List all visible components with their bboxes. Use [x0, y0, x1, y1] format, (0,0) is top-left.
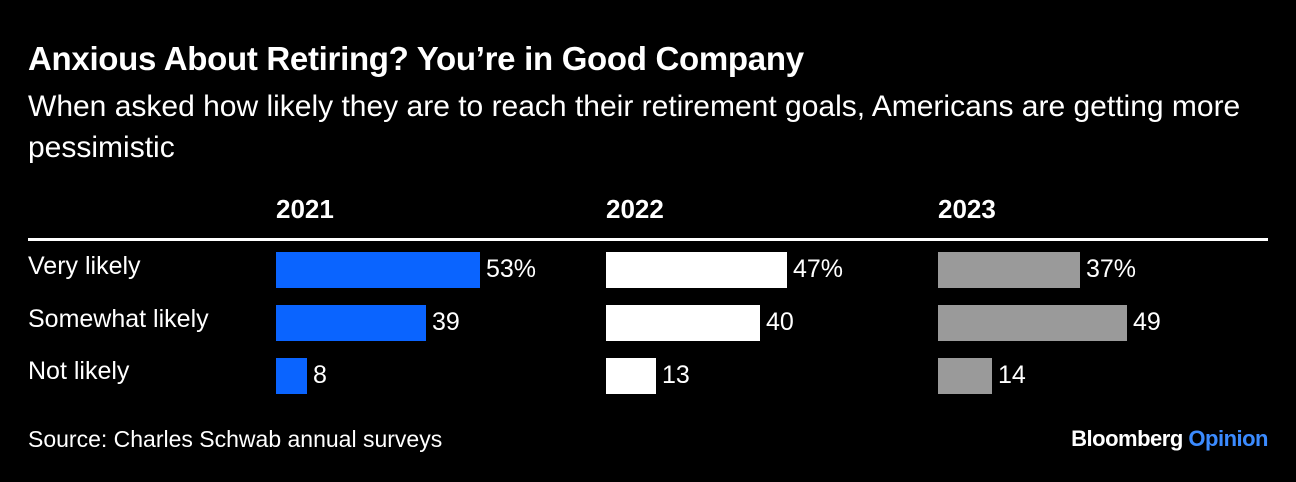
header-rule — [28, 238, 1268, 241]
year-header-2023: 2023 — [938, 194, 996, 224]
source-note: Source: Charles Schwab annual surveys — [28, 426, 443, 452]
value-label-2022-somewhat-likely: 40 — [766, 308, 794, 336]
bar-2021-somewhat-likely — [276, 305, 426, 341]
value-label-2022-not-likely: 13 — [662, 361, 690, 389]
bar-2022-not-likely — [606, 358, 656, 394]
value-label-2021-somewhat-likely: 39 — [432, 308, 460, 336]
brand-suffix: Opinion — [1188, 426, 1268, 451]
brand-logo: Bloomberg Opinion — [1071, 426, 1268, 452]
bar-2023-not-likely — [938, 358, 992, 394]
value-label-2021-not-likely: 8 — [313, 361, 327, 389]
year-header-2021: 2021 — [276, 194, 334, 224]
bar-2023-somewhat-likely — [938, 305, 1127, 341]
value-label-2023-very-likely: 37% — [1086, 255, 1137, 283]
bar-2022-somewhat-likely — [606, 305, 760, 341]
row-label-not-likely: Not likely — [28, 357, 130, 385]
value-label-2022-very-likely: 47% — [793, 255, 844, 283]
year-header-2022: 2022 — [606, 194, 664, 224]
row-label-very-likely: Very likely — [28, 252, 141, 280]
row-label-somewhat-likely: Somewhat likely — [28, 305, 209, 333]
bar-2023-very-likely — [938, 252, 1080, 288]
value-label-2023-not-likely: 14 — [998, 361, 1026, 389]
bar-2021-very-likely — [276, 252, 480, 288]
value-label-2023-somewhat-likely: 49 — [1133, 308, 1161, 336]
bar-2022-very-likely — [606, 252, 787, 288]
value-label-2021-very-likely: 53% — [486, 255, 537, 283]
chart-subtitle: When asked how likely they are to reach … — [28, 90, 1241, 164]
brand-name: Bloomberg — [1071, 426, 1183, 451]
bar-2021-not-likely — [276, 358, 307, 394]
chart-title: Anxious About Retiring? You’re in Good C… — [28, 40, 804, 77]
